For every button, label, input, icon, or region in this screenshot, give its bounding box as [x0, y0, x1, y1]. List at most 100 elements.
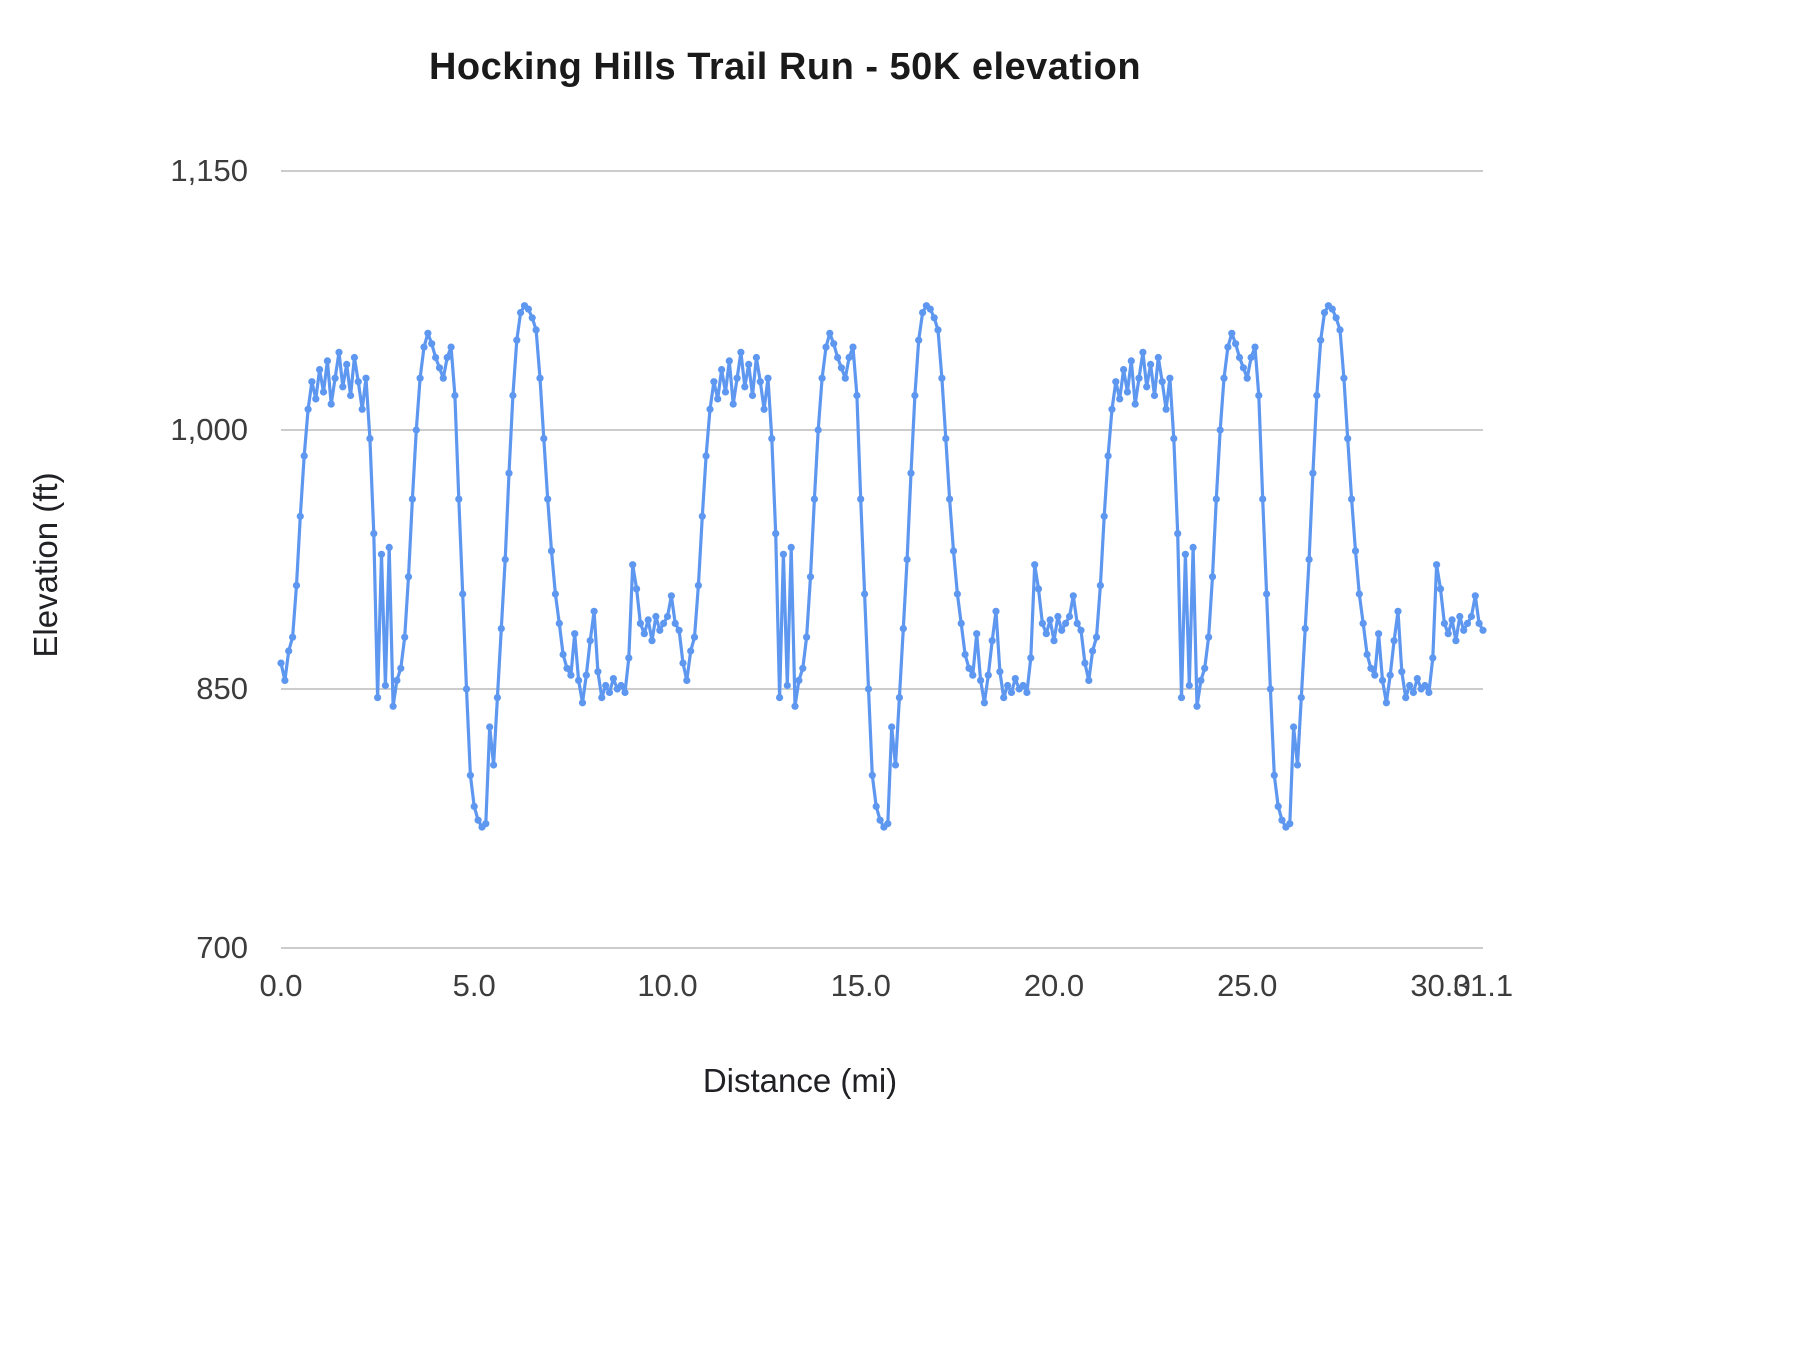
- data-point-marker: [605, 688, 614, 697]
- data-point-marker: [826, 329, 834, 337]
- data-point-marker: [845, 353, 853, 362]
- data-point-marker: [957, 619, 965, 628]
- data-point-marker: [1232, 340, 1240, 348]
- data-point-marker: [462, 685, 471, 693]
- data-point-marker: [849, 343, 857, 351]
- data-point-marker: [609, 675, 618, 683]
- data-point-marker: [1413, 675, 1421, 683]
- data-point-marker: [675, 626, 683, 634]
- data-point-marker: [1378, 676, 1387, 685]
- data-point-marker: [1112, 378, 1120, 386]
- data-point-marker: [544, 495, 552, 503]
- data-point-marker: [370, 530, 378, 538]
- data-point-marker: [281, 676, 289, 685]
- chart-title: Hocking Hills Trail Run - 50K elevation: [428, 46, 1142, 88]
- data-point-marker: [354, 378, 362, 386]
- data-point-marker: [895, 694, 904, 702]
- data-point-marker: [938, 374, 946, 382]
- data-point-marker: [586, 637, 594, 645]
- data-point-marker: [1390, 637, 1398, 645]
- data-point-marker: [1363, 650, 1371, 659]
- data-point-marker: [289, 633, 297, 641]
- data-point-marker: [1406, 681, 1414, 690]
- data-point-marker: [891, 761, 900, 769]
- data-point-marker: [1305, 555, 1313, 564]
- data-point-marker: [1189, 543, 1197, 552]
- data-point-marker: [942, 435, 950, 443]
- data-point-marker: [374, 694, 382, 702]
- data-point-marker: [331, 374, 339, 382]
- data-point-marker: [1463, 619, 1472, 628]
- data-point-marker: [1123, 388, 1131, 396]
- data-point-marker: [633, 585, 641, 593]
- data-point-marker: [706, 405, 714, 413]
- data-point-marker: [1328, 305, 1336, 313]
- data-point-marker: [447, 343, 455, 351]
- x-axis-tick-label: 10.0: [637, 968, 698, 1003]
- data-point-marker: [517, 309, 525, 317]
- data-point-marker: [1336, 326, 1344, 334]
- data-point-marker: [934, 326, 942, 334]
- data-point-marker: [884, 820, 892, 828]
- data-point-marker: [779, 550, 788, 558]
- data-point-marker: [961, 650, 969, 659]
- data-point-marker: [1290, 723, 1298, 731]
- data-point-marker: [389, 702, 397, 710]
- x-axis-tick-label: 31.1: [1452, 968, 1514, 1003]
- data-point-marker: [1135, 374, 1143, 382]
- data-point-marker: [1440, 619, 1448, 628]
- data-point-marker: [1046, 616, 1054, 624]
- data-point-marker: [629, 561, 637, 569]
- data-point-marker: [1444, 630, 1452, 638]
- data-point-marker: [764, 374, 772, 382]
- data-point-marker: [1297, 694, 1305, 702]
- data-point-marker: [768, 435, 776, 443]
- data-point-marker: [772, 530, 780, 538]
- data-point-marker: [470, 802, 478, 811]
- data-point-marker: [292, 581, 301, 590]
- data-point-marker: [459, 590, 467, 598]
- data-point-marker: [497, 625, 505, 633]
- data-point-marker: [1235, 353, 1244, 362]
- data-point-marker: [837, 364, 846, 372]
- data-point-marker: [648, 637, 656, 645]
- data-point-marker: [451, 391, 459, 400]
- data-point-marker: [1166, 374, 1174, 382]
- data-point-marker: [1436, 585, 1445, 593]
- data-point-marker: [602, 681, 610, 690]
- data-point-marker: [729, 400, 737, 408]
- data-point-marker: [1104, 452, 1112, 460]
- data-point-marker: [486, 723, 494, 731]
- data-point-marker: [660, 619, 668, 628]
- data-point-marker: [385, 543, 393, 552]
- data-point-marker: [1170, 435, 1178, 443]
- data-point-marker: [350, 353, 358, 362]
- data-point-marker: [466, 771, 474, 779]
- data-point-marker: [343, 360, 351, 368]
- data-point-marker: [366, 435, 374, 443]
- data-point-marker: [1177, 694, 1186, 702]
- data-point-marker: [1467, 612, 1475, 621]
- data-point-marker: [358, 405, 366, 413]
- data-point-marker: [582, 671, 590, 679]
- data-point-marker: [1433, 561, 1441, 569]
- data-point-marker: [1000, 694, 1008, 702]
- data-point-marker: [300, 452, 308, 460]
- data-point-marker: [505, 469, 513, 477]
- data-point-marker: [969, 671, 977, 679]
- data-point-marker: [563, 664, 571, 672]
- data-point-marker: [428, 340, 436, 348]
- x-axis-tick-label: 5.0: [452, 968, 496, 1003]
- data-point-marker: [1371, 671, 1379, 679]
- data-point-marker: [984, 671, 992, 679]
- data-point-marker: [988, 637, 996, 645]
- data-point-marker: [1139, 348, 1147, 356]
- data-point-marker: [1386, 671, 1394, 679]
- data-point-marker: [1266, 685, 1274, 693]
- y-axis-tick-label: 850: [196, 671, 248, 706]
- data-point-marker: [733, 374, 741, 382]
- data-point-marker: [652, 612, 660, 621]
- data-point-marker: [524, 305, 533, 313]
- data-point-marker: [1065, 612, 1074, 621]
- data-point-marker: [980, 699, 989, 707]
